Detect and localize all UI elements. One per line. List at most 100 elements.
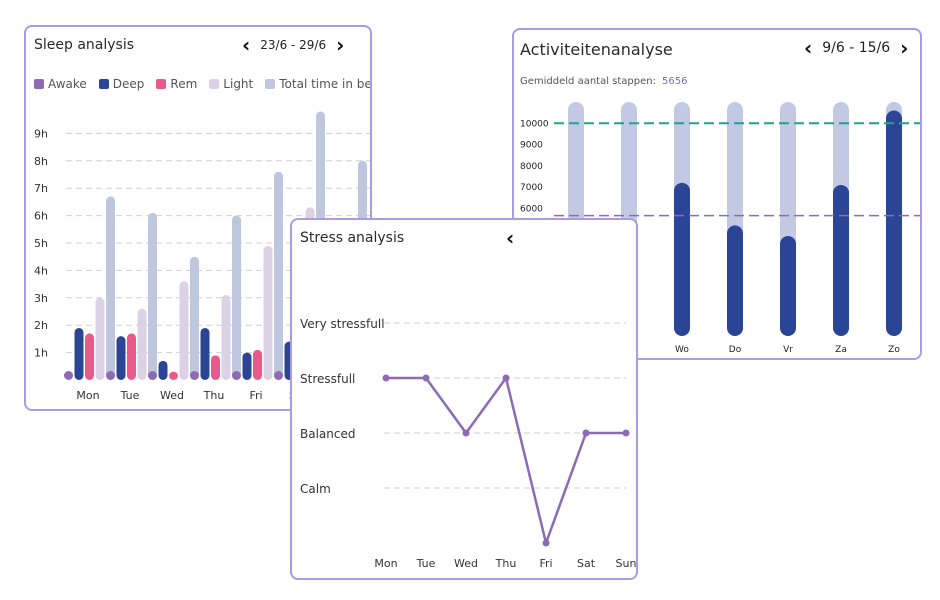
legend-item-awake: Awake <box>34 77 87 91</box>
sleep-bar-light <box>263 245 273 380</box>
sleep-bar-light <box>95 297 105 380</box>
sleep-bar-light <box>221 295 231 380</box>
sleep-next-chevron-icon[interactable]: › <box>336 33 345 57</box>
sleep-legend: Awake Deep Rem Light Total time in bed <box>34 77 372 91</box>
y-tick-label: 8h <box>34 155 48 168</box>
stress-point <box>382 374 390 382</box>
activity-bar <box>833 184 849 336</box>
y-tick-label: 9h <box>34 127 48 140</box>
average-steps-label: Gemiddeld aantal stappen: <box>520 76 656 87</box>
activity-average-steps: Gemiddeld aantal stappen: 5656 <box>520 76 687 87</box>
x-tick-label: Sat <box>577 557 596 570</box>
stress-point <box>462 429 470 437</box>
stress-level-label: Stressfull <box>300 372 355 386</box>
sleep-date-range: 23/6 - 29/6 <box>260 38 327 52</box>
y-tick-label: 7000 <box>520 183 543 193</box>
y-tick-label: 1h <box>34 347 48 360</box>
activity-chart: 1000200030004000500060007000800090001000… <box>520 102 920 355</box>
x-tick-label: Wed <box>160 389 184 402</box>
legend-item-deep: Deep <box>98 77 144 91</box>
stress-point <box>542 539 550 547</box>
x-tick-label: Fri <box>539 557 552 570</box>
activity-prev-chevron-icon[interactable]: ‹ <box>804 36 813 60</box>
sleep-bar-light <box>137 308 147 380</box>
x-tick-label: Wo <box>675 345 689 355</box>
y-tick-label: 7h <box>34 182 48 195</box>
x-tick-label: Zo <box>888 345 900 355</box>
sleep-bar-total-time-in-bed <box>232 215 241 380</box>
y-tick-label: 9000 <box>520 141 543 151</box>
y-tick-label: 8000 <box>520 162 543 172</box>
sleep-bar-awake <box>232 371 241 380</box>
stress-title: Stress analysis <box>300 230 405 246</box>
y-tick-label: 4h <box>34 264 48 277</box>
stress-point <box>622 429 630 437</box>
activity-bar <box>727 225 743 336</box>
stress-line <box>386 376 626 545</box>
x-tick-label: Mon <box>76 389 99 402</box>
stress-prev-chevron-icon[interactable]: ‹ <box>506 226 515 250</box>
stress-level-label: Very stressfull <box>300 317 385 331</box>
activity-date-nav: ‹ 9/6 - 15/6 › <box>804 38 908 58</box>
legend-item-light: Light <box>209 77 253 91</box>
sleep-bar-total-time-in-bed <box>190 256 199 380</box>
activity-date-range: 9/6 - 15/6 <box>822 40 891 56</box>
activity-analysis-card: Activiteitenanalyse ‹ 9/6 - 15/6 › Gemid… <box>512 28 922 360</box>
y-tick-label: 6h <box>34 210 48 223</box>
stress-analysis-card: Stress analysis ‹ Calm Balanced Stressfull… <box>290 218 638 580</box>
y-tick-label: 5h <box>34 237 48 250</box>
legend-label: Total time in bed <box>279 77 372 91</box>
y-tick-label: 6000 <box>520 204 543 214</box>
y-tick-label: 10000 <box>520 119 549 129</box>
legend-label: Awake <box>48 77 87 91</box>
y-tick-label: 3h <box>34 292 48 305</box>
sleep-bar-rem <box>85 333 94 380</box>
sleep-bar-total-time-in-bed <box>274 171 283 380</box>
x-tick-label: Za <box>835 345 847 355</box>
x-tick-label: Do <box>729 345 742 355</box>
x-tick-label: Wed <box>454 557 478 570</box>
sleep-bar-rem <box>127 333 136 380</box>
legend-label: Light <box>223 77 254 91</box>
activity-next-chevron-icon[interactable]: › <box>900 36 909 60</box>
stress-level-label: Calm <box>300 482 331 496</box>
sleep-bar-rem <box>169 371 178 380</box>
legend-swatch <box>209 79 220 89</box>
legend-swatch <box>265 79 276 89</box>
activity-bar <box>886 110 902 336</box>
sleep-bar-total-time-in-bed <box>148 212 157 380</box>
sleep-prev-chevron-icon[interactable]: ‹ <box>242 33 251 57</box>
legend-swatch <box>98 79 109 89</box>
sleep-date-nav: ‹ 23/6 - 29/6 › <box>242 35 344 55</box>
legend-swatch <box>156 79 167 89</box>
sleep-bar-awake <box>64 371 73 380</box>
x-tick-label: Mon <box>374 557 397 570</box>
sleep-bar-awake <box>106 371 115 380</box>
legend-swatch <box>34 79 44 89</box>
sleep-bar-awake <box>190 371 199 380</box>
activity-bar <box>674 182 690 336</box>
activity-title: Activiteitenanalyse <box>520 40 673 59</box>
sleep-bar-light <box>179 281 189 380</box>
sleep-bar-rem <box>211 355 220 380</box>
y-tick-label: 2h <box>34 319 48 332</box>
x-tick-label: Sun <box>616 557 637 570</box>
sleep-bar-deep <box>116 336 126 380</box>
x-tick-label: Tue <box>416 557 436 570</box>
stress-point <box>582 429 590 437</box>
x-tick-label: Thu <box>203 389 225 402</box>
activity-bar <box>780 236 796 336</box>
sleep-bar-deep <box>200 327 210 380</box>
sleep-bar-deep <box>74 327 84 380</box>
sleep-bar-total-time-in-bed <box>106 196 115 380</box>
legend-item-total-time-in-bed: Total time in bed <box>265 77 372 91</box>
x-tick-label: Thu <box>495 557 517 570</box>
sleep-bar-rem <box>253 349 262 380</box>
stress-level-label: Balanced <box>300 427 355 441</box>
x-tick-label: Vr <box>783 345 793 355</box>
sleep-bar-deep <box>158 360 168 380</box>
legend-item-rem: Rem <box>156 77 197 91</box>
sleep-bar-awake <box>148 371 157 380</box>
stress-chart: Calm Balanced Stressfull Very stressfull Mon… <box>300 317 637 570</box>
sleep-bar-awake <box>274 371 283 380</box>
